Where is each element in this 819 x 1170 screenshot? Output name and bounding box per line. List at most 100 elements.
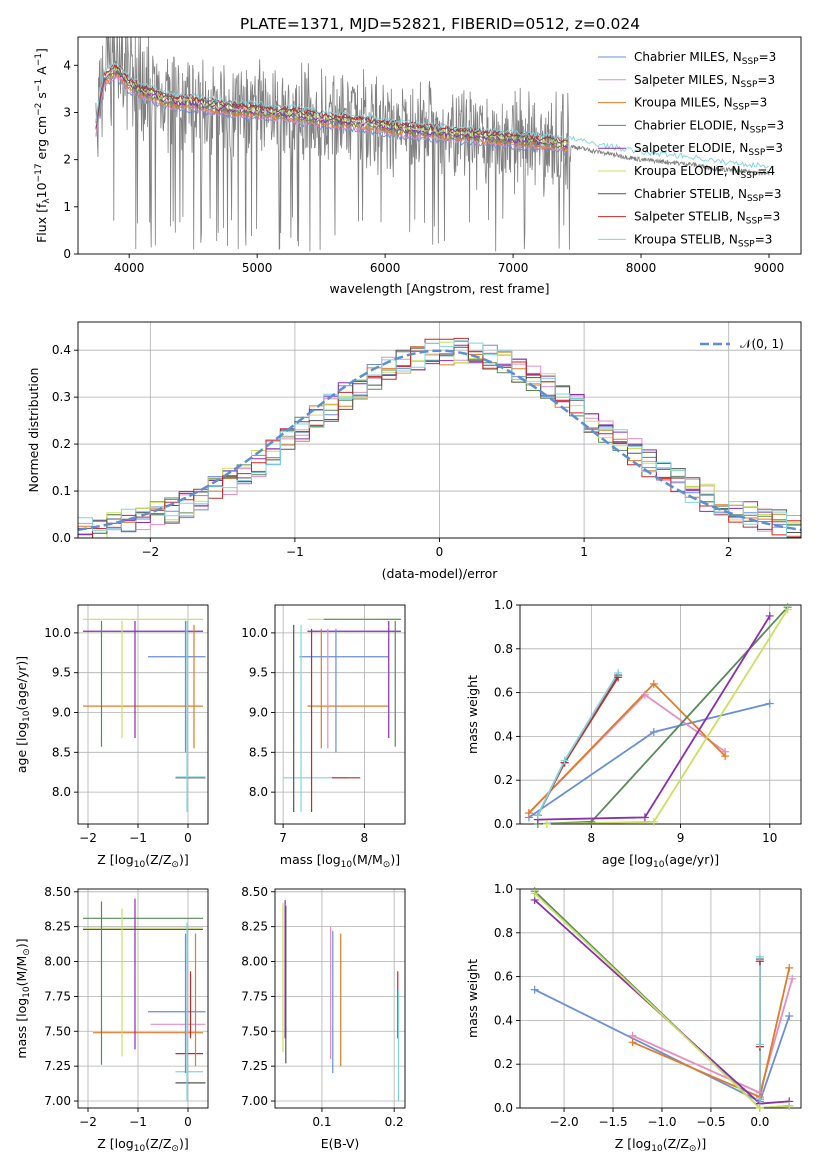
label-part: SSP — [741, 80, 758, 90]
x-tick-label: 0.2 — [385, 1115, 404, 1129]
y-tick-label: 8.5 — [249, 745, 268, 759]
x-axis-label: wavelength [Angstrom, rest frame] — [329, 281, 549, 296]
label-part: 10 — [134, 860, 146, 870]
y-tick-label: 9.0 — [249, 706, 268, 720]
x-tick-label: 6000 — [370, 261, 401, 275]
x-axis-label: E(B-V) — [321, 1136, 360, 1151]
grid — [78, 889, 208, 1108]
axes-frame — [77, 604, 209, 825]
label-part: Z [log — [615, 1136, 651, 1151]
label-part: Flux [f — [34, 203, 49, 243]
y-tick-label: 7.50 — [44, 1024, 71, 1038]
grid — [275, 605, 405, 824]
label-part: SSP — [741, 171, 758, 181]
label-part: Salpeter ELODIE, N — [634, 141, 748, 155]
y-tick-label: 7.25 — [241, 1059, 268, 1073]
mw_vs_Z-panel: −2.0 −1.5 −1.0 −0.5 0.0 0.0 0.2 0.4 0.6 0.8 1.0 Z [… — [465, 882, 802, 1154]
x-tick-label: 8 — [588, 831, 596, 845]
y-tick-label: 2 — [63, 153, 71, 167]
y-tick-label: 0.1 — [52, 484, 71, 498]
y-tick-label: 7.00 — [44, 1094, 71, 1108]
x-tick-label: −2 — [79, 1115, 97, 1129]
y-tick-label: 0.6 — [494, 686, 513, 700]
axes-frame — [77, 888, 209, 1109]
label-part: SSP — [742, 57, 759, 67]
axes-frame — [274, 888, 406, 1109]
mass_vs_ebv-panel: 0.1 0.2 7.00 7.25 7.50 7.75 8.00 8.25 8.50 E(B-V) — [241, 885, 406, 1151]
age_vs_Z-panel: −2 −1 08.08.59.09.510.0Z [log10(Z/Z⊙)]age … — [14, 604, 209, 870]
model-spectrum-8 — [95, 61, 769, 169]
y-tick-label: 3 — [63, 105, 71, 119]
y-tick-label: 0.2 — [52, 437, 71, 451]
residuals-panel: −2 −1 0 1 2 0.0 0.1 0.2 0.3 0.4 𝒩(0, 1) (data-model… — [26, 321, 802, 581]
y-tick-label: 8.25 — [241, 920, 268, 934]
label-part: )] — [390, 852, 400, 867]
mass-weight-line-4 — [537, 615, 771, 821]
plot-area — [282, 900, 400, 1102]
legend-label: Chabrier ELODIE, NSSP=3 — [634, 118, 784, 135]
y-axis-label: Normed distribution — [26, 368, 41, 493]
grid — [520, 888, 801, 1109]
x-tick-label: −2 — [79, 831, 97, 845]
label-part: (age/yr)] — [14, 656, 29, 711]
y-tick-label: 1.0 — [494, 598, 513, 612]
mass-weight-marker — [628, 1038, 637, 1047]
plot-area — [283, 618, 401, 813]
y-tick-label: 8.5 — [52, 745, 71, 759]
ticks: −2 −1 0 8.0 8.5 9.0 9.5 10.0 — [44, 626, 192, 845]
x-tick-label: −1.5 — [598, 1115, 627, 1129]
label-part: )] — [179, 852, 189, 867]
x-axis-label: mass [log10(M/M⊙)] — [280, 852, 400, 870]
grid — [78, 605, 208, 824]
y-axis-label: mass weight — [465, 959, 480, 1038]
plot-area — [534, 890, 794, 1108]
y-tick-label: 8.0 — [52, 785, 71, 799]
label-part: SSP — [738, 239, 755, 249]
x-tick-label: 7 — [279, 831, 287, 845]
label-part: (age/yr)] — [664, 852, 719, 867]
ticks: 8 9 10 0.0 0.2 0.4 0.6 0.8 1.0 — [494, 598, 778, 845]
label-part: =3 — [750, 96, 768, 110]
y-tick-label: 0.4 — [52, 343, 71, 357]
label-part: SSP — [750, 125, 767, 135]
label-part: 10 — [34, 182, 49, 198]
y-tick-label: 8.00 — [44, 955, 71, 969]
label-part: )] — [179, 1136, 189, 1151]
label-part: )] — [696, 1136, 706, 1151]
label-part: age [log — [14, 722, 29, 773]
x-tick-label: 9000 — [754, 261, 785, 275]
label-part: =3 — [766, 118, 784, 132]
x-axis-label: Z [log10(Z/Z⊙)] — [97, 1136, 188, 1154]
panels: 4000 5000 6000 7000 8000 900001234wavelength … — [14, 36, 802, 1154]
mass-weight-marker — [640, 690, 649, 699]
y-tick-label: 8.25 — [44, 920, 71, 934]
y-axis-label: Flux [fλ10−17 erg cm−2 s−1 A−1] — [34, 48, 52, 243]
label-part: (M/M — [14, 956, 29, 987]
mass-weight-line-7 — [536, 676, 619, 816]
mass-weight-marker — [765, 611, 774, 620]
model-spectrum-7 — [95, 64, 568, 142]
label-part: ⊙ — [171, 860, 179, 870]
x-tick-label: 0.0 — [750, 1115, 769, 1129]
label-part: age [log — [602, 852, 653, 867]
y-tick-label: 8.50 — [44, 885, 71, 899]
legend-label: Salpeter STELIB, NSSP=3 — [634, 210, 780, 227]
mass-weight-marker — [783, 605, 792, 614]
label-part: Chabrier STELIB, N — [634, 187, 747, 201]
y-tick-label: 9.5 — [52, 666, 71, 680]
y-tick-label: 0.8 — [494, 926, 513, 940]
mass-weight-marker — [788, 974, 797, 983]
y-tick-label: 4 — [63, 58, 71, 72]
label-part: ⊙ — [689, 1144, 697, 1154]
y-tick-label: 9.5 — [249, 666, 268, 680]
ticks: −2 −1 0 7.00 7.25 7.50 7.75 8.00 8.25 8.50 — [44, 885, 192, 1129]
mass-weight-line-3 — [537, 606, 789, 824]
axes-frame — [274, 604, 406, 825]
mass-weight-marker — [755, 1104, 764, 1112]
mass-weight-marker — [524, 809, 533, 818]
x-axis-label: Z [log10(Z/Z⊙)] — [615, 1136, 706, 1154]
x-tick-label: −1 — [129, 831, 147, 845]
mass-weight-marker — [560, 756, 569, 765]
label-part: erg cm — [34, 116, 49, 164]
